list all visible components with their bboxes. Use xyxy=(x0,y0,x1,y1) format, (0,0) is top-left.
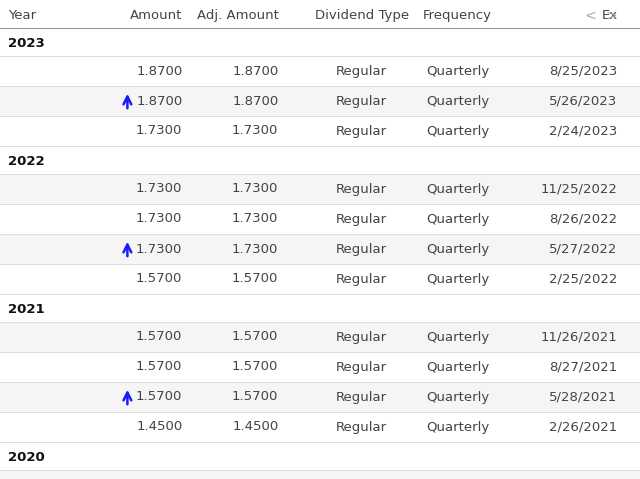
Text: Quarterly: Quarterly xyxy=(426,361,489,374)
Text: Regular: Regular xyxy=(336,361,387,374)
Text: Regular: Regular xyxy=(336,242,387,255)
Bar xyxy=(0,204,640,234)
Text: Adj. Amount: Adj. Amount xyxy=(196,9,278,22)
Text: 1.7300: 1.7300 xyxy=(232,182,278,195)
Text: >: > xyxy=(605,9,617,23)
Text: 11/25/2022: 11/25/2022 xyxy=(541,182,618,195)
Text: Regular: Regular xyxy=(336,125,387,137)
Text: 1.4500: 1.4500 xyxy=(136,421,182,433)
Text: Ex: Ex xyxy=(602,9,618,22)
Text: 1.7300: 1.7300 xyxy=(232,213,278,226)
Text: Regular: Regular xyxy=(336,273,387,285)
Text: 1.7300: 1.7300 xyxy=(136,125,182,137)
Text: 1.5700: 1.5700 xyxy=(136,331,182,343)
Text: 2/26/2021: 2/26/2021 xyxy=(549,421,618,433)
Text: 2/24/2023: 2/24/2023 xyxy=(549,125,618,137)
Text: 2/25/2022: 2/25/2022 xyxy=(549,273,618,285)
Bar xyxy=(0,470,640,479)
Bar xyxy=(0,174,640,204)
Text: Regular: Regular xyxy=(336,331,387,343)
Text: 1.7300: 1.7300 xyxy=(232,242,278,255)
Text: 2022: 2022 xyxy=(8,155,44,168)
Text: 5/26/2023: 5/26/2023 xyxy=(549,94,618,107)
Text: Quarterly: Quarterly xyxy=(426,213,489,226)
Text: 1.7300: 1.7300 xyxy=(136,182,182,195)
Text: Regular: Regular xyxy=(336,213,387,226)
Text: 5/27/2022: 5/27/2022 xyxy=(549,242,618,255)
Text: 1.5700: 1.5700 xyxy=(232,390,278,403)
Text: Quarterly: Quarterly xyxy=(426,273,489,285)
Text: Regular: Regular xyxy=(336,421,387,433)
Text: Quarterly: Quarterly xyxy=(426,390,489,403)
Text: Quarterly: Quarterly xyxy=(426,125,489,137)
Text: Quarterly: Quarterly xyxy=(426,242,489,255)
Text: 5/28/2021: 5/28/2021 xyxy=(549,390,618,403)
Text: Regular: Regular xyxy=(336,94,387,107)
Bar xyxy=(0,86,640,116)
Text: 8/25/2023: 8/25/2023 xyxy=(549,65,618,78)
Text: 1.7300: 1.7300 xyxy=(136,242,182,255)
Text: Quarterly: Quarterly xyxy=(426,94,489,107)
Text: Quarterly: Quarterly xyxy=(426,421,489,433)
Text: Regular: Regular xyxy=(336,65,387,78)
Text: 8/27/2021: 8/27/2021 xyxy=(549,361,618,374)
Text: Regular: Regular xyxy=(336,182,387,195)
Bar xyxy=(0,352,640,382)
Text: Dividend Type: Dividend Type xyxy=(314,9,409,22)
Bar xyxy=(0,116,640,146)
Text: 2020: 2020 xyxy=(8,451,44,464)
Bar xyxy=(0,322,640,352)
Text: 1.8700: 1.8700 xyxy=(232,94,278,107)
Text: 1.5700: 1.5700 xyxy=(232,331,278,343)
Text: 1.5700: 1.5700 xyxy=(136,390,182,403)
Bar xyxy=(0,382,640,412)
Text: 1.7300: 1.7300 xyxy=(136,213,182,226)
Text: 1.8700: 1.8700 xyxy=(136,94,182,107)
Text: Frequency: Frequency xyxy=(423,9,492,22)
Text: 1.8700: 1.8700 xyxy=(136,65,182,78)
Text: 11/26/2021: 11/26/2021 xyxy=(541,331,618,343)
Text: 2023: 2023 xyxy=(8,37,44,50)
Text: Quarterly: Quarterly xyxy=(426,182,489,195)
Text: Amount: Amount xyxy=(130,9,182,22)
Text: <: < xyxy=(584,9,596,23)
Text: 1.5700: 1.5700 xyxy=(232,361,278,374)
Bar xyxy=(0,264,640,294)
Text: 8/26/2022: 8/26/2022 xyxy=(550,213,618,226)
Bar xyxy=(0,56,640,86)
Text: 1.7300: 1.7300 xyxy=(232,125,278,137)
Text: Year: Year xyxy=(8,9,36,22)
Bar xyxy=(0,412,640,442)
Text: 1.5700: 1.5700 xyxy=(232,273,278,285)
Text: 1.5700: 1.5700 xyxy=(136,273,182,285)
Text: 1.5700: 1.5700 xyxy=(136,361,182,374)
Text: 1.8700: 1.8700 xyxy=(232,65,278,78)
Bar xyxy=(0,234,640,264)
Text: 1.4500: 1.4500 xyxy=(232,421,278,433)
Text: Quarterly: Quarterly xyxy=(426,65,489,78)
Text: Regular: Regular xyxy=(336,390,387,403)
Text: Quarterly: Quarterly xyxy=(426,331,489,343)
Text: 2021: 2021 xyxy=(8,303,44,316)
